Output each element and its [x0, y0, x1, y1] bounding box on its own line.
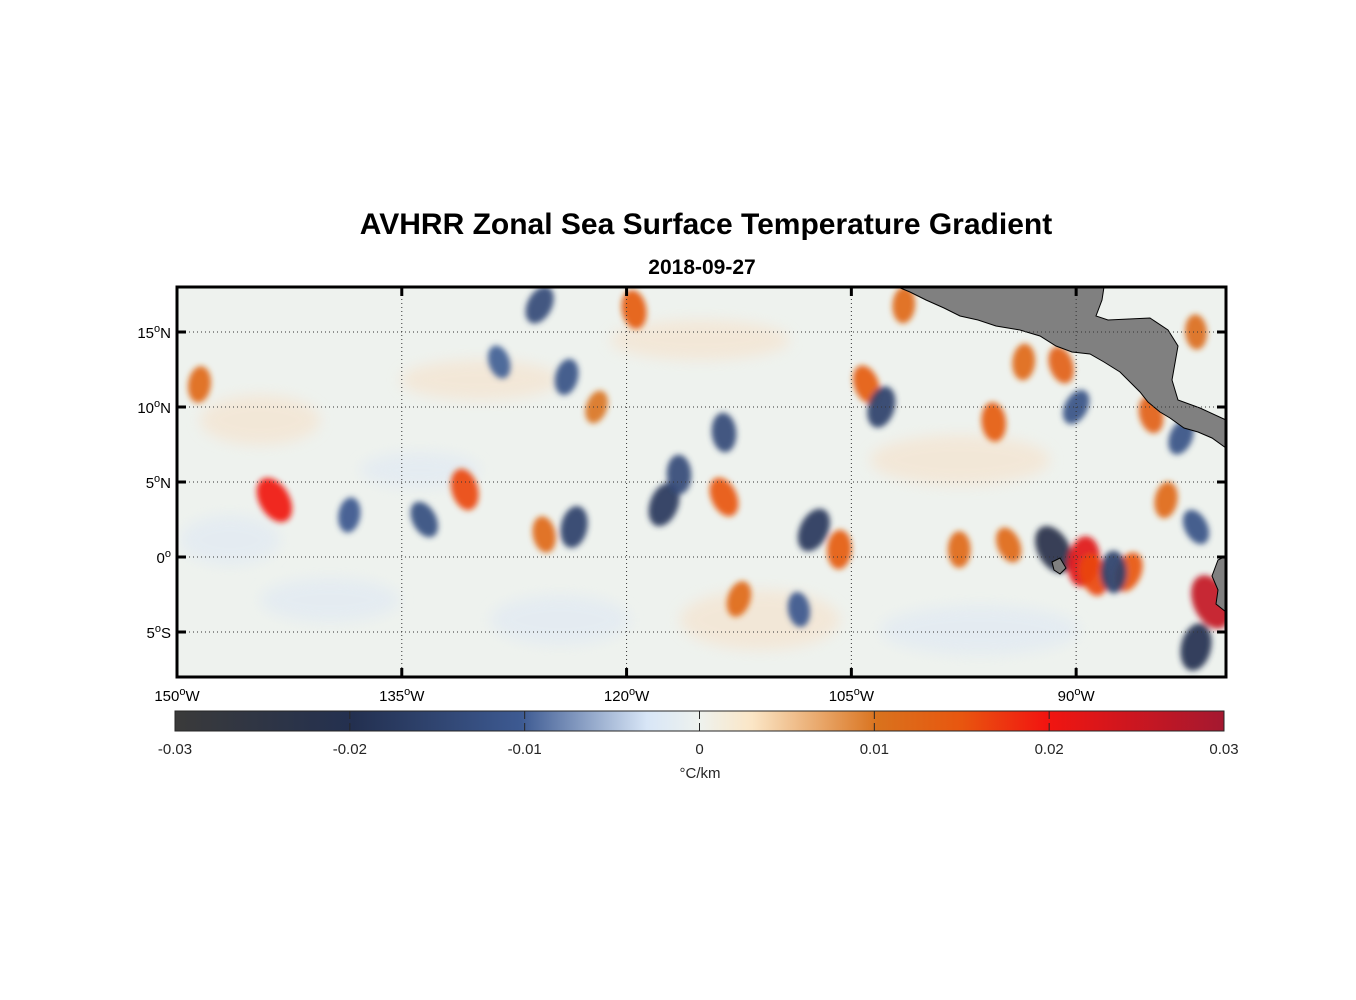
land-mass	[897, 286, 1227, 449]
sst-anomaly-blob	[995, 527, 1022, 563]
sst-anomaly-blob	[852, 365, 880, 404]
y-tick-label: 5oN	[146, 473, 171, 492]
y-axis-ticks: 15oN 10oN 5oN 0o 5oS	[137, 323, 1226, 642]
sst-anomaly-blob	[1154, 481, 1178, 519]
x-tick-label: 90oW	[1058, 686, 1096, 705]
sst-anomaly-blob	[554, 358, 579, 396]
land-central-america	[897, 286, 1227, 614]
map-area: 150oW 135oW 120oW 105oW 90oW 15oN 10oN 5oN 0o 5o…	[137, 285, 1228, 705]
sst-anomaly-blob	[187, 366, 212, 403]
colorbar-tick-label: 0.01	[860, 741, 889, 758]
sst-anomaly-blob	[1180, 623, 1212, 671]
grid-lines	[177, 287, 1226, 677]
sst-anomaly-blob	[621, 289, 647, 330]
colorbar-ticks: -0.03 -0.02 -0.01 0 0.01 0.02 0.03	[158, 711, 1239, 758]
sst-anomaly-blob	[487, 345, 511, 379]
sst-anomaly-blob	[585, 390, 608, 424]
y-tick-label: 10oN	[137, 398, 171, 417]
sst-anomaly-blob	[1185, 314, 1208, 350]
y-tick-label: 15oN	[137, 323, 171, 342]
sst-anomaly-blob	[532, 516, 556, 553]
background-texture	[180, 320, 1080, 655]
sst-anomaly-blob	[1182, 509, 1210, 545]
sst-anomaly-blob	[947, 531, 971, 568]
x-tick-label: 120oW	[604, 686, 650, 705]
y-tick-label: 0o	[157, 548, 171, 567]
sst-anomaly-blob	[450, 468, 479, 511]
colorbar-tick-label: 0	[695, 741, 703, 758]
sst-anomaly-blob	[892, 287, 916, 324]
sst-anomaly-blob	[256, 477, 293, 523]
sst-anomaly-blob	[1100, 550, 1127, 594]
colorbar-units-label: °C/km	[680, 765, 721, 782]
sst-anomaly-blob	[1012, 343, 1036, 381]
sst-anomaly-blob	[1080, 554, 1109, 596]
sst-anomaly-blob	[787, 591, 811, 628]
sst-anomaly-blob	[981, 402, 1007, 442]
sst-anomaly-blob	[410, 501, 439, 538]
x-tick-label: 150oW	[154, 686, 200, 705]
sst-anomaly-blob	[726, 581, 752, 617]
sst-anomaly-blob	[709, 477, 739, 517]
chart-subtitle: 2018-09-27	[648, 256, 755, 279]
sst-anomaly-blob	[797, 508, 830, 552]
sst-anomaly-blob	[711, 412, 737, 453]
sst-anomaly-blob	[560, 506, 588, 548]
sst-anomaly-blob	[1048, 346, 1074, 384]
sst-anomaly-blob	[827, 529, 852, 570]
colorbar-tick-label: -0.02	[333, 741, 367, 758]
sst-anomaly-blob	[338, 497, 361, 533]
x-tick-label: 135oW	[379, 686, 425, 705]
galapagos-island	[1051, 557, 1067, 575]
colorbar-tick-label: -0.03	[158, 741, 192, 758]
sst-anomaly-blob	[525, 287, 554, 324]
y-tick-label: 5oS	[147, 623, 171, 642]
colorbar-tick-label: 0.03	[1209, 741, 1238, 758]
sst-anomaly-blob	[648, 482, 680, 527]
colorbar: -0.03 -0.02 -0.01 0 0.01 0.02 0.03 °C/km	[158, 710, 1239, 782]
sst-field	[180, 287, 1226, 671]
colorbar-tick-label: -0.01	[508, 741, 542, 758]
colorbar-tick-label: 0.02	[1035, 741, 1064, 758]
sst-anomaly-blob	[666, 454, 692, 495]
sst-anomaly-blob	[1035, 525, 1073, 574]
x-tick-label: 105oW	[829, 686, 875, 705]
x-axis-ticks: 150oW 135oW 120oW 105oW 90oW	[154, 287, 1095, 705]
chart-title: AVHRR Zonal Sea Surface Temperature Grad…	[360, 208, 1052, 241]
